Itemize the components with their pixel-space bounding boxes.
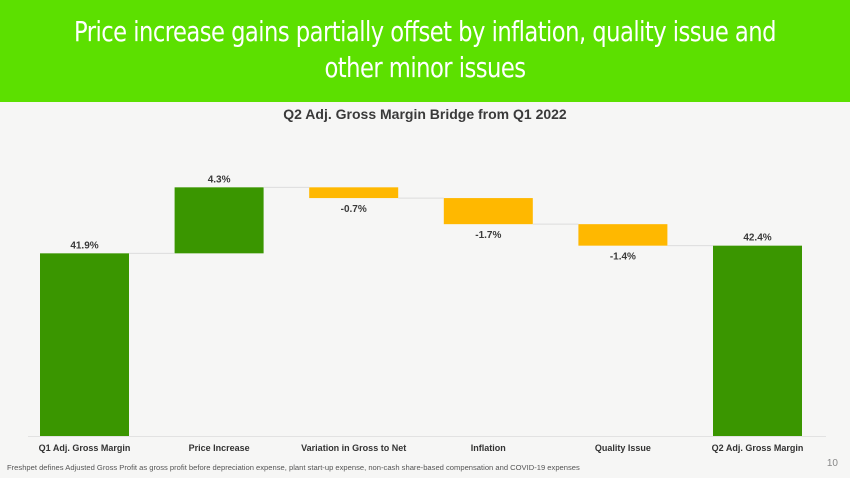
title-banner: Price increase gains partially offset by… [0,0,850,102]
category-label: Q1 Adj. Gross Margin [39,443,131,453]
bar-price-increase [174,187,264,254]
data-label: -1.7% [475,230,501,241]
category-label: Quality Issue [595,443,651,453]
slide-title: Price increase gains partially offset by… [74,15,776,84]
category-label: Q2 Adj. Gross Margin [712,443,804,453]
bar-q1-adj-gross-margin [40,253,129,436]
data-label: -1.4% [610,252,636,263]
data-label: 41.9% [70,240,98,251]
bar-inflation [443,198,533,225]
category-label: Variation in Gross to Net [301,443,406,453]
data-label: -0.7% [341,204,367,215]
category-label: Price Increase [189,443,250,453]
footnote: Freshpet defines Adjusted Gross Profit a… [7,463,580,472]
chart-title: Q2 Adj. Gross Margin Bridge from Q1 2022 [283,106,567,122]
category-label: Inflation [471,443,506,453]
data-label: 42.4% [743,233,771,244]
bar-quality-issue [578,224,668,246]
bar-variation-in-gross-to-net [309,187,399,199]
bar-q2-adj-gross-margin [713,245,802,436]
page-number: 10 [826,458,838,469]
data-label: 4.3% [208,174,231,185]
